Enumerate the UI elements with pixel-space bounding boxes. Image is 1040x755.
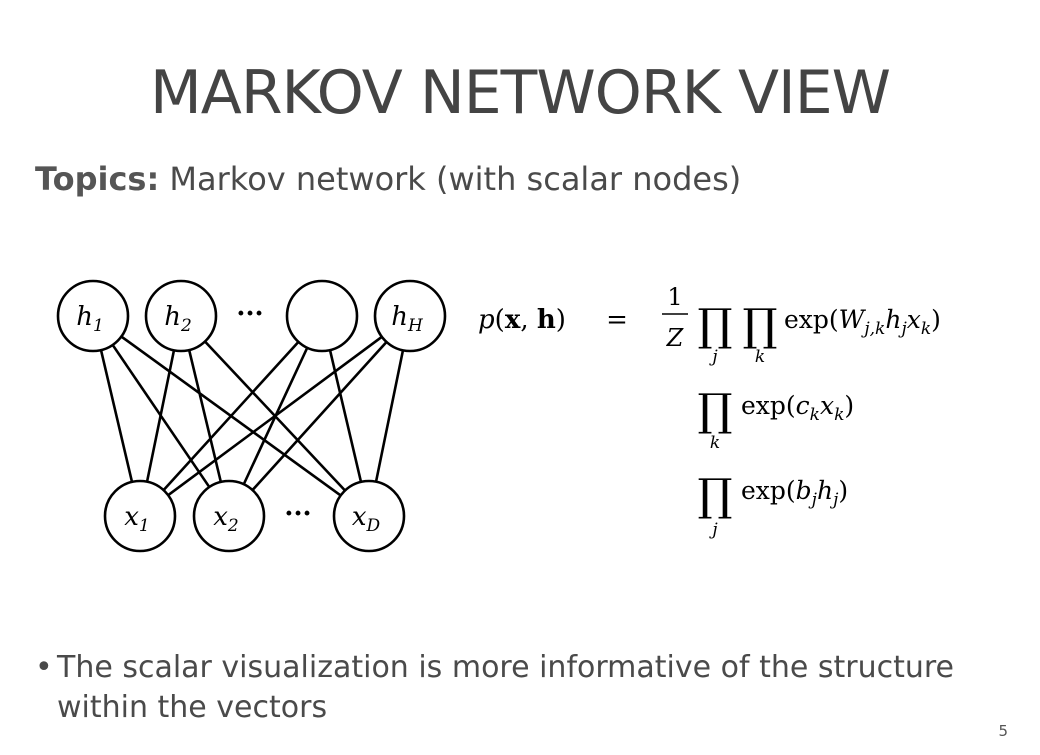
equals-sign: =	[606, 305, 628, 335]
edge-h1-x1	[101, 350, 132, 482]
product-k2-index: k	[710, 433, 720, 453]
edge-hH-x1	[168, 337, 382, 495]
visible-ellipsis: ···	[284, 499, 311, 529]
product-k2-symbol: ∏	[697, 385, 732, 436]
product-j2-index: j	[708, 520, 718, 540]
fraction-numerator: 1	[667, 283, 682, 311]
bullet-text: The scalar visualization is more informa…	[35, 648, 975, 728]
edge-h2-x1	[147, 350, 174, 481]
product-j2-symbol: ∏	[697, 470, 732, 521]
visible-bias-term: exp(ckxk)	[741, 391, 854, 425]
product-j-symbol: ∏	[697, 300, 732, 351]
fraction-denominator: Z	[666, 324, 685, 352]
weight-term: exp(Wj,khjxk)	[784, 305, 941, 339]
edge-group	[101, 337, 403, 496]
bullet-item: • The scalar visualization is more infor…	[35, 648, 975, 728]
edge-h3-xD	[330, 350, 361, 482]
edge-h3-x1	[164, 342, 299, 490]
joint-distribution-equation: p(x, h) = 1 Z ∏ j ∏ k exp(Wj,khjxk) ∏ k …	[478, 283, 941, 540]
bullet-dot: •	[35, 648, 53, 688]
node-h3	[287, 281, 357, 351]
product-k-symbol: ∏	[742, 300, 777, 351]
page-number: 5	[998, 722, 1008, 740]
edge-hH-xD	[376, 350, 403, 481]
equation-lhs: p(x, h)	[478, 305, 566, 335]
product-k-index: k	[755, 347, 765, 367]
edge-hH-x2	[252, 342, 386, 490]
hidden-ellipsis: ···	[236, 299, 263, 329]
hidden-bias-term: exp(bjhj)	[741, 476, 848, 510]
